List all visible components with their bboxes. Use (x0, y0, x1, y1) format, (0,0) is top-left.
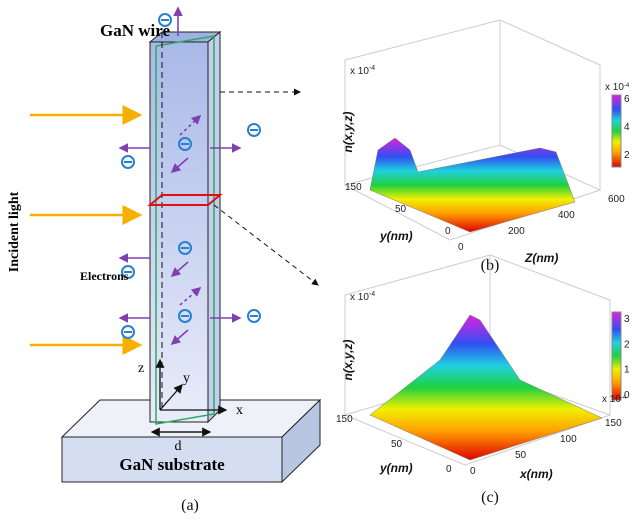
colorbar-tick: 0 (624, 390, 630, 401)
horizontal-tick: 400 (558, 210, 575, 221)
horizontal-tick: 200 (508, 226, 525, 237)
figure: GaN wire Incident light Electrons GaN su… (0, 0, 643, 521)
vertical-label: n(x,y,z) (341, 340, 355, 381)
colorbar-tick: 1 (624, 365, 630, 376)
caption: (a) (181, 497, 199, 514)
scale-base: x 10 (602, 394, 621, 405)
colorbar (612, 95, 621, 167)
colorbar-scale: x 10-4 (605, 82, 630, 93)
horizontal-tick: 0 (458, 242, 464, 253)
wire-front (150, 42, 208, 422)
scale-exponent: -4 (624, 83, 630, 89)
depth-tick: 0 (445, 226, 451, 237)
width-label: d (175, 439, 182, 454)
scale-exponent: -4 (369, 65, 375, 72)
scale-base: x 10 (605, 82, 624, 93)
colorbar-tick: 3 (624, 314, 630, 325)
horizontal-label: Z(nm) (524, 251, 558, 265)
scale-label: x 10-4 (350, 65, 375, 77)
horizontal-tick: 100 (560, 434, 577, 445)
horizontal-tick: 50 (515, 450, 527, 461)
colorbar-tick: 2 (624, 339, 630, 350)
scale-base: x 10 (350, 66, 369, 77)
substrate-label: GaN substrate (119, 455, 225, 474)
horizontal-label: x(nm) (519, 467, 553, 481)
depth-tick: 150 (345, 182, 362, 193)
horizontal-tick: 600 (608, 194, 625, 205)
axis-label: z (138, 361, 144, 376)
depth-label: y(nm) (379, 229, 413, 243)
depth-label: y(nm) (379, 461, 413, 475)
light-label: Incident light (7, 191, 22, 272)
horizontal-tick: 0 (470, 466, 476, 477)
colorbar-ticks: 6 4 2 (624, 94, 630, 161)
electrons-label: Electrons (80, 269, 129, 283)
depth-tick: 150 (336, 414, 353, 425)
colorbar (612, 312, 621, 400)
colorbar-ticks: 3 2 1 0 (624, 314, 630, 401)
colorbar-tick: 2 (624, 150, 630, 161)
panel-a: GaN wire Incident light Electrons GaN su… (7, 8, 320, 514)
depth-tick: 50 (391, 439, 403, 450)
horizontal-tick: 150 (605, 418, 622, 429)
axis-label: y (183, 371, 190, 386)
scale-base: x 10 (350, 292, 369, 303)
light-arrows (30, 115, 140, 345)
caption: (c) (481, 489, 499, 506)
pointer-c (214, 205, 318, 285)
depth-tick: 0 (446, 464, 452, 475)
axis-label: x (236, 403, 243, 418)
scale-exponent: -4 (369, 291, 375, 298)
wire-label: GaN wire (100, 21, 170, 40)
depth-tick: 50 (395, 204, 407, 215)
colorbar-tick: 6 (624, 94, 630, 105)
scale-label: x 10-4 (350, 291, 375, 303)
colorbar-tick: 4 (624, 122, 630, 133)
vertical-label: n(x,y,z) (341, 112, 355, 153)
